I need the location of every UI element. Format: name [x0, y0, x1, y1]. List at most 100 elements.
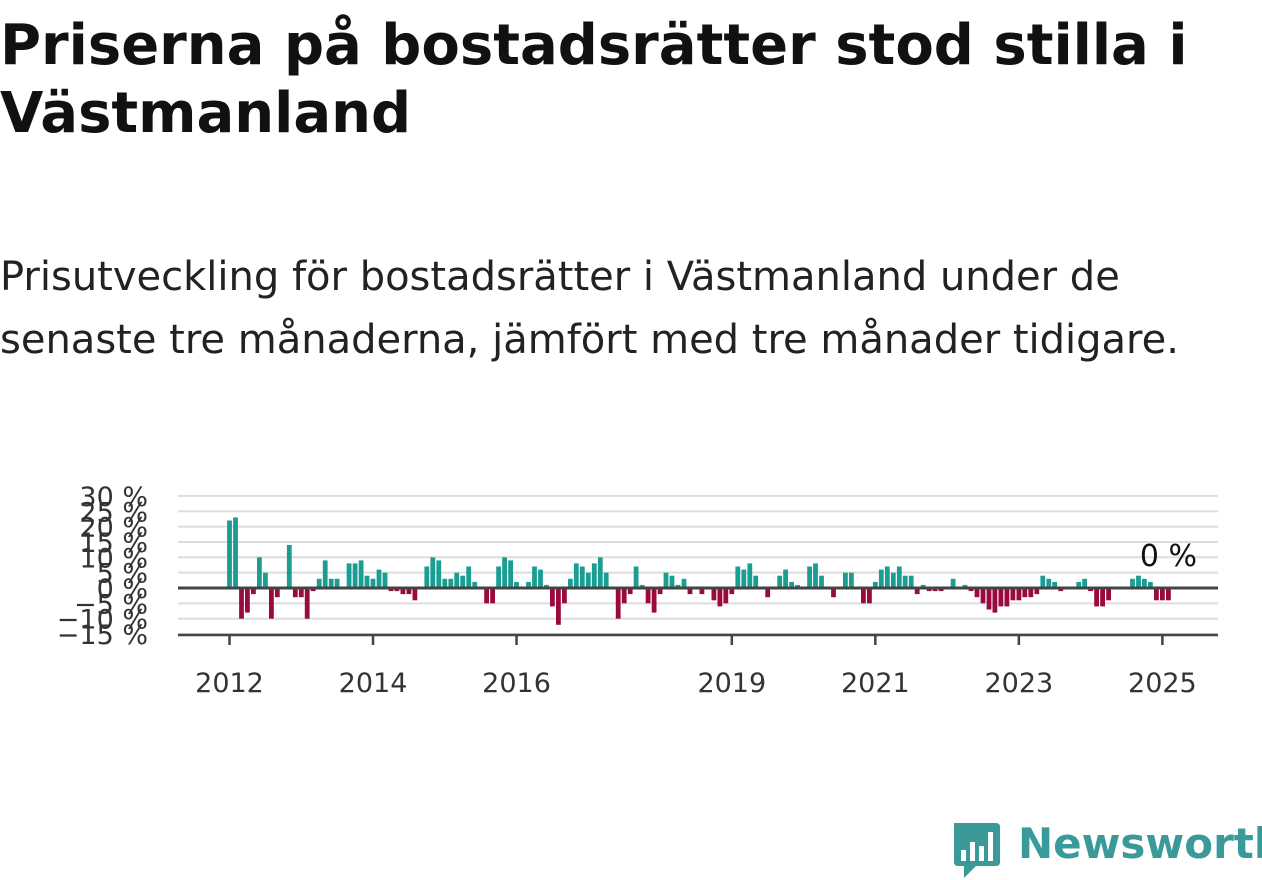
bar [585, 572, 591, 588]
bar [843, 572, 848, 588]
bar [251, 588, 256, 595]
bar [1106, 588, 1111, 601]
bar [789, 581, 794, 588]
x-tick-label: 2025 [1128, 668, 1197, 699]
bar [322, 560, 328, 588]
bar [1004, 588, 1010, 607]
brand-name: Newsworthy [1018, 819, 1262, 868]
bar [884, 566, 890, 588]
bar [645, 588, 651, 604]
bar [1076, 581, 1082, 588]
y-tick-label: 30 % [79, 482, 148, 513]
bar [562, 588, 567, 604]
bar [550, 588, 555, 607]
bar [508, 560, 513, 588]
bar [568, 578, 573, 588]
bar [346, 563, 352, 588]
bar [538, 569, 543, 588]
bar [352, 563, 358, 588]
bar [831, 588, 836, 598]
bar [633, 566, 639, 588]
y-tick-label: 25 % [79, 497, 148, 528]
bar [992, 588, 998, 613]
bar [573, 563, 579, 588]
bar [448, 578, 454, 588]
bar [1154, 588, 1159, 601]
bar [370, 578, 376, 588]
bar [442, 578, 448, 588]
bar [400, 588, 406, 595]
bar [932, 588, 938, 592]
bar [867, 588, 872, 604]
y-tick-label: −15 % [57, 620, 148, 651]
bar [1136, 575, 1141, 588]
bar [765, 588, 771, 598]
bar [681, 578, 687, 588]
bar [687, 588, 693, 595]
bar [1052, 581, 1058, 588]
bar [263, 572, 268, 588]
bar [741, 569, 747, 588]
bar [597, 557, 603, 588]
bar [1088, 588, 1093, 592]
bar [1022, 588, 1028, 598]
bar [783, 569, 788, 588]
bar [807, 566, 812, 588]
bar [394, 588, 400, 592]
bar [1034, 588, 1040, 595]
bar [460, 575, 466, 588]
y-tick-label: 0 % [97, 574, 148, 605]
chart-bars [227, 517, 1171, 625]
bar [1160, 588, 1165, 601]
bar [675, 584, 681, 588]
bar [669, 575, 675, 588]
bar [962, 584, 968, 588]
bar [1166, 588, 1171, 601]
bar [233, 517, 238, 588]
bar [663, 572, 669, 588]
bar [950, 578, 956, 588]
newsworthy-logo: Newsworthy [950, 818, 1262, 878]
bar [269, 588, 274, 619]
bar [1040, 575, 1046, 588]
bar [382, 572, 388, 588]
bar [861, 588, 866, 604]
bar [424, 566, 430, 588]
bar [1094, 588, 1099, 607]
bar [227, 520, 232, 588]
bar [436, 560, 442, 588]
bar [986, 588, 992, 610]
y-tick-label: 5 % [97, 559, 148, 590]
bar [621, 588, 627, 604]
bar [376, 569, 382, 588]
bar [974, 588, 980, 598]
bar [310, 588, 316, 592]
bar [849, 572, 854, 588]
x-tick-label: 2023 [985, 668, 1054, 699]
bar [496, 566, 501, 588]
bar [257, 557, 262, 588]
chart-gridlines [178, 494, 1218, 636]
bar [364, 575, 370, 588]
bar [1082, 578, 1087, 588]
bar [466, 566, 472, 588]
chart-title: Priserna på bostadsrätter stod stilla i … [0, 13, 1188, 146]
x-tick-label: 2016 [482, 668, 551, 699]
bar [627, 588, 633, 595]
bar [717, 588, 723, 607]
bar [980, 588, 986, 604]
bar [878, 569, 884, 588]
bar [795, 584, 800, 588]
bar [484, 588, 489, 604]
bar [591, 563, 597, 588]
bar [1058, 588, 1064, 592]
newsworthy-logo-icon [954, 823, 1000, 878]
bar [514, 581, 519, 588]
bar [819, 575, 824, 588]
bar [998, 588, 1004, 607]
bar [735, 566, 741, 588]
bar [490, 588, 495, 604]
bar [334, 578, 340, 588]
last-value-label: 0 % [1140, 539, 1197, 574]
y-tick-label: −5 % [74, 589, 148, 620]
